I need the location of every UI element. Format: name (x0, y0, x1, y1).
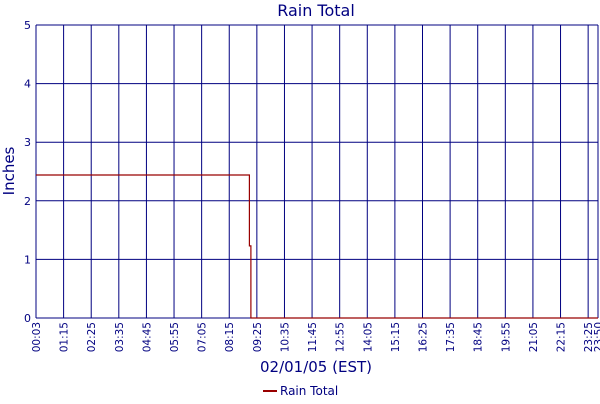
grid-lines (35, 24, 599, 319)
x-tick-label: 01:15 (59, 322, 71, 352)
x-tick-label: 12:55 (335, 322, 347, 352)
x-tick-label: 02:25 (86, 322, 98, 352)
x-tick-label: 14:05 (362, 322, 374, 352)
x-tick-label: 07:05 (197, 322, 209, 352)
y-tick-label: 4 (24, 78, 31, 91)
x-tick-label: 04:45 (141, 322, 153, 352)
y-tick-label: 5 (24, 19, 31, 32)
series-line-rain-total (36, 174, 598, 319)
x-tick-label: 05:55 (169, 322, 181, 352)
y-axis-label: Inches (0, 146, 18, 195)
x-tick-label: 19:55 (500, 322, 512, 352)
x-tick-label: 17:35 (445, 322, 457, 352)
y-tick-label: 0 (24, 312, 31, 325)
x-tick-label: 03:35 (114, 322, 126, 352)
x-tick-label: 18:45 (473, 322, 485, 352)
x-tick-labels: 00:03 01:15 02:25 03:35 04:45 05:55 07:05 08:15… (31, 322, 600, 352)
x-tick-label: 08:15 (224, 322, 236, 352)
y-tick-label: 3 (24, 136, 31, 149)
x-tick-label: 22:15 (556, 322, 568, 352)
y-tick-label: 2 (24, 195, 31, 208)
series-lines (36, 174, 598, 319)
x-axis-label: 02/01/05 (EST) (260, 358, 372, 376)
y-tick-labels: 0 1 2 3 4 5 (24, 19, 31, 325)
x-tick-label: 16:25 (417, 322, 429, 352)
legend-label-rain-total: Rain Total (280, 384, 338, 398)
x-tick-label: 09:25 (252, 322, 264, 352)
x-tick-label: 23:25 (583, 322, 595, 352)
x-tick-label: 10:35 (279, 322, 291, 352)
x-tick-label: 21:05 (528, 322, 540, 352)
x-tick-label: 15:15 (390, 322, 402, 352)
legend: Rain Total (263, 384, 338, 398)
x-tick-label: 11:45 (307, 322, 319, 352)
y-tick-label: 1 (24, 253, 31, 266)
x-tick-label: 00:03 (31, 322, 43, 352)
x-tick-label: 23:50 (593, 322, 600, 352)
chart-title: Rain Total (277, 1, 355, 20)
